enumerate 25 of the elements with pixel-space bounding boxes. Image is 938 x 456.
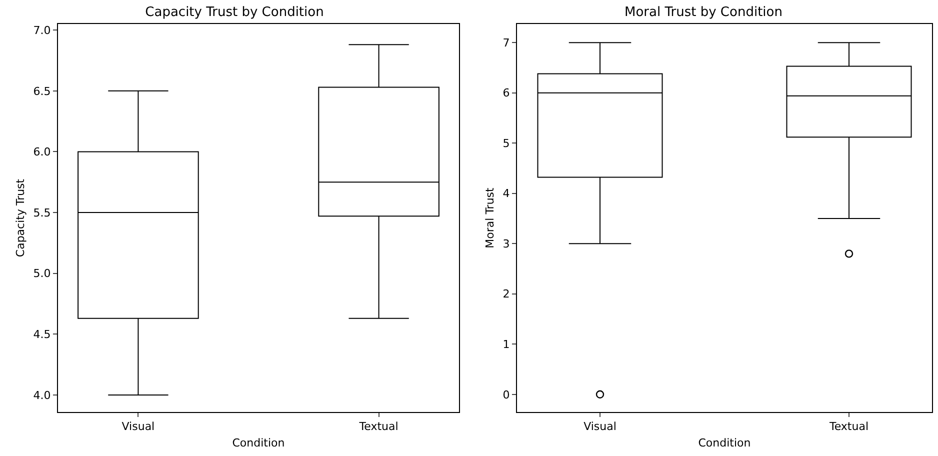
y-tick-label: 5.0	[33, 267, 51, 280]
y-tick-label: 5	[502, 136, 510, 150]
x-tick-label: Visual	[122, 420, 155, 434]
x-tick-label: Visual	[584, 420, 616, 434]
y-tick-label: 4	[502, 187, 510, 200]
x-tick-label: Textual	[358, 420, 398, 434]
y-axis-title: Capacity Trust	[14, 178, 27, 258]
y-tick-label: 6	[502, 86, 510, 100]
y-tick-label: 5.5	[33, 206, 51, 220]
x-axis-title: Condition	[232, 436, 285, 450]
y-tick-label: 7.0	[33, 24, 51, 37]
chart-title: Moral Trust by Condition	[624, 4, 782, 20]
y-tick-label: 4.0	[33, 388, 51, 402]
x-tick-label: Textual	[828, 420, 869, 434]
y-tick-label: 2	[502, 288, 510, 301]
y-tick-label: 6.0	[33, 146, 51, 159]
chart-title: Capacity Trust by Condition	[145, 4, 324, 20]
y-tick-label: 4.5	[33, 328, 51, 342]
y-tick-label: 0	[502, 388, 510, 402]
y-tick-label: 6.5	[33, 84, 51, 98]
x-axis-title: Condition	[698, 436, 751, 450]
y-tick-label: 7	[502, 36, 510, 50]
y-tick-label: 1	[502, 338, 510, 351]
y-axis-title: Moral Trust	[483, 186, 496, 248]
y-tick-label: 3	[502, 237, 510, 250]
